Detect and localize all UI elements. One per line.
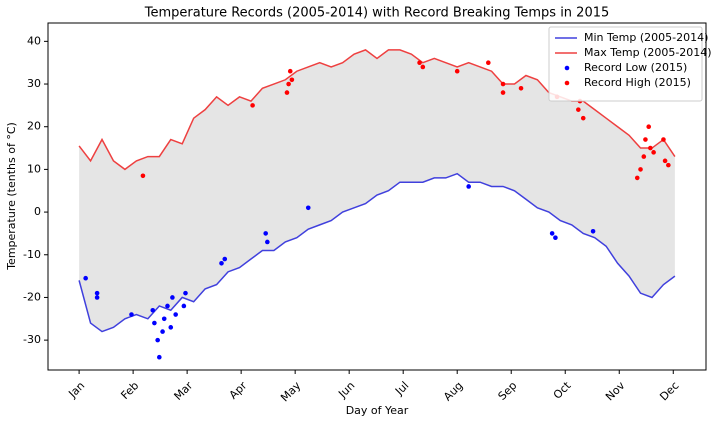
point bbox=[662, 158, 668, 164]
y-tick-label: -10 bbox=[23, 248, 41, 261]
point bbox=[155, 337, 160, 343]
point bbox=[590, 228, 596, 234]
point bbox=[417, 60, 422, 65]
point bbox=[157, 354, 162, 360]
point bbox=[129, 312, 134, 317]
point bbox=[646, 124, 652, 130]
point bbox=[181, 303, 187, 309]
y-tick-label: 40 bbox=[27, 34, 41, 47]
point bbox=[265, 239, 270, 245]
point bbox=[284, 90, 290, 95]
y-tick-label: 20 bbox=[27, 120, 41, 133]
y-tick-label: -20 bbox=[23, 290, 41, 303]
point bbox=[140, 173, 146, 179]
point bbox=[651, 150, 656, 155]
point bbox=[168, 325, 174, 330]
legend-box bbox=[548, 26, 703, 102]
point bbox=[643, 137, 648, 142]
point bbox=[170, 295, 175, 300]
point bbox=[183, 290, 188, 296]
point bbox=[500, 81, 506, 87]
point bbox=[222, 256, 228, 262]
point bbox=[94, 295, 100, 300]
point bbox=[420, 64, 426, 70]
point bbox=[289, 77, 295, 83]
point bbox=[165, 303, 170, 309]
point bbox=[648, 145, 653, 151]
legend-label: Min Temp (2005-2014) bbox=[584, 31, 708, 44]
point bbox=[160, 329, 165, 334]
point bbox=[83, 275, 88, 281]
y-tick-label: 0 bbox=[34, 205, 41, 218]
point bbox=[661, 137, 666, 142]
point bbox=[580, 115, 586, 121]
point bbox=[150, 307, 156, 313]
point bbox=[173, 312, 178, 317]
point bbox=[219, 260, 224, 266]
y-tick-label: -30 bbox=[23, 333, 41, 346]
point bbox=[161, 316, 167, 322]
line bbox=[78, 172, 676, 333]
legend-marker bbox=[564, 80, 570, 86]
point bbox=[518, 86, 524, 91]
point bbox=[286, 81, 291, 87]
point bbox=[454, 68, 460, 74]
point bbox=[466, 184, 471, 189]
point bbox=[305, 205, 311, 211]
point bbox=[287, 68, 293, 74]
y-axis-label: Temperature (tenths of °C) bbox=[5, 122, 18, 271]
point bbox=[549, 231, 555, 236]
point bbox=[641, 154, 647, 159]
point bbox=[500, 90, 506, 95]
legend-label: Record High (2015) bbox=[584, 76, 691, 89]
point bbox=[94, 290, 100, 296]
plot-frame bbox=[47, 22, 707, 371]
point bbox=[263, 231, 268, 236]
point bbox=[486, 60, 491, 65]
y-tick-label: 30 bbox=[27, 77, 41, 90]
y-tick-label: 10 bbox=[27, 162, 41, 175]
point bbox=[250, 103, 255, 108]
chart-title: Temperature Records (2005-2014) with Rec… bbox=[144, 6, 610, 21]
point bbox=[666, 162, 671, 168]
range-fill bbox=[79, 49, 675, 332]
point bbox=[634, 175, 640, 181]
x-axis-label: Day of Year bbox=[346, 404, 409, 417]
point bbox=[152, 320, 157, 326]
point bbox=[638, 167, 643, 172]
legend-label: Record Low (2015) bbox=[584, 61, 687, 74]
legend-label: Max Temp (2005-2014) bbox=[584, 46, 712, 59]
legend-marker bbox=[564, 65, 570, 71]
point bbox=[576, 107, 581, 112]
point bbox=[553, 235, 558, 240]
